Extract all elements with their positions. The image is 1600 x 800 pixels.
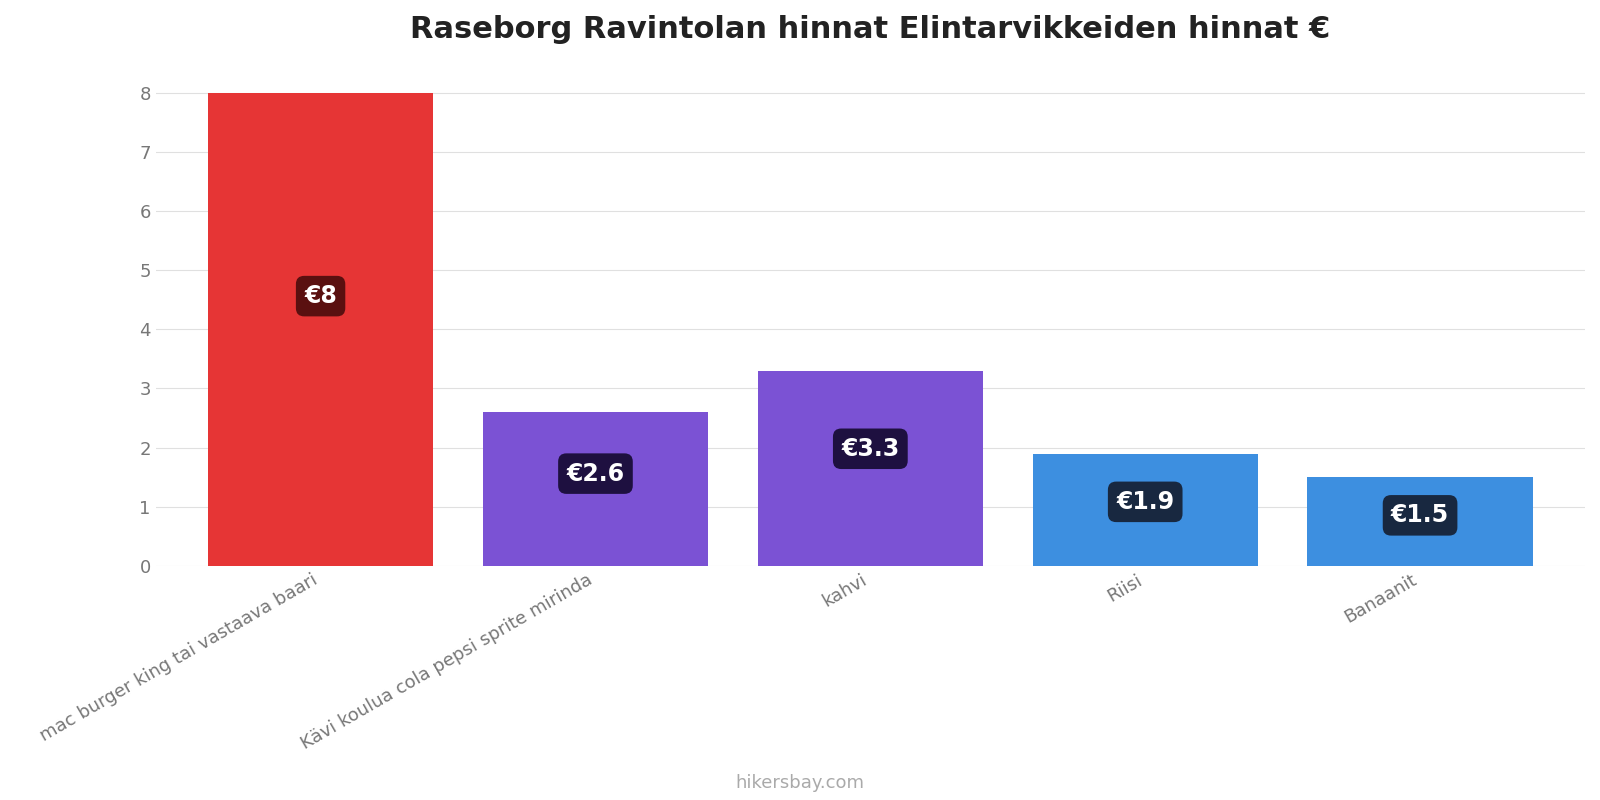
Text: €3.3: €3.3: [842, 437, 899, 461]
Text: hikersbay.com: hikersbay.com: [736, 774, 864, 792]
Bar: [1032, 454, 1258, 566]
Bar: [208, 93, 434, 566]
Bar: [483, 412, 709, 566]
Text: €1.9: €1.9: [1117, 490, 1174, 514]
Bar: [1307, 477, 1533, 566]
Text: €1.5: €1.5: [1390, 503, 1450, 527]
Text: €8: €8: [304, 284, 338, 308]
Bar: [758, 370, 982, 566]
Title: Raseborg Ravintolan hinnat Elintarvikkeiden hinnat €: Raseborg Ravintolan hinnat Elintarvikkei…: [410, 15, 1331, 44]
Text: €2.6: €2.6: [566, 462, 624, 486]
